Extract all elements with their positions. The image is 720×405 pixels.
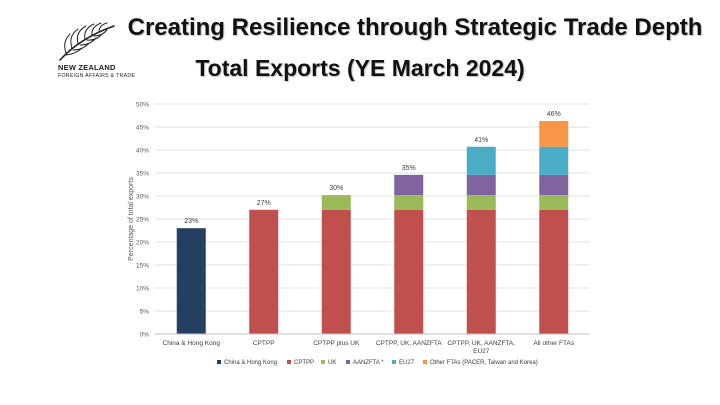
x-tick-label: All other FTAs: [533, 340, 574, 347]
legend-label: UK: [328, 360, 336, 366]
y-tick-label: 10%: [136, 286, 149, 293]
logo-name: NEW ZEALAND: [58, 63, 116, 72]
data-label: 41%: [474, 137, 488, 144]
bar-segment: [466, 146, 496, 175]
chart-title: Total Exports (YE March 2024): [195, 55, 525, 81]
data-label: 23%: [184, 218, 198, 225]
y-tick-label: 15%: [136, 263, 149, 270]
legend-label: CPTPP: [294, 360, 314, 366]
bar-segment: [539, 121, 569, 147]
legend-label: EU27: [399, 360, 415, 366]
page-title: Creating Resilience through Strategic Tr…: [127, 14, 703, 41]
y-axis-label: Percentage of total exports: [128, 177, 135, 261]
x-tick-label: CPTPP: [253, 340, 275, 347]
y-tick-label: 45%: [136, 125, 149, 132]
y-tick-label: 25%: [136, 217, 149, 224]
legend-label: China & Hong Kong: [224, 360, 277, 366]
bar-segment: [539, 174, 569, 196]
legend-swatch: [287, 360, 291, 364]
fern-icon: [59, 22, 115, 61]
y-tick-label: 20%: [136, 240, 149, 247]
bar-segment: [394, 195, 424, 210]
x-tick-label: CPTPP, UK, AANZFTA: [376, 340, 443, 347]
data-label: 30%: [329, 185, 343, 192]
x-tick-label: CPTPP plus UK: [313, 340, 360, 347]
data-label: 35%: [402, 165, 416, 172]
y-tick-label: 0%: [140, 332, 150, 339]
legend-label: Other FTAs (PACER, Taiwan and Korea): [430, 360, 538, 366]
legend-swatch: [423, 360, 427, 364]
y-tick-label: 30%: [136, 194, 149, 201]
y-tick-label: 5%: [140, 309, 150, 316]
bar-segment: [394, 174, 424, 196]
bar-segment: [466, 209, 496, 334]
mfat-logo: NEW ZEALAND FOREIGN AFFAIRS & TRADE: [54, 20, 154, 82]
data-label: 27%: [257, 200, 271, 207]
legend-swatch: [217, 360, 221, 364]
x-tick-label: EU27: [473, 348, 490, 355]
bar-segment: [466, 174, 496, 196]
x-tick-label: CPTPP, UK, AANZFTA,: [447, 340, 515, 347]
y-tick-label: 50%: [136, 102, 149, 109]
legend-label: AANZFTA *: [353, 360, 384, 366]
y-tick-label: 40%: [136, 148, 149, 155]
bar-segment: [539, 209, 569, 334]
bar-segment: [249, 209, 279, 334]
bar-segment: [321, 209, 351, 334]
x-tick-label: China & Hong Kong: [163, 340, 221, 347]
legend-swatch: [392, 360, 396, 364]
y-tick-label: 35%: [136, 171, 149, 178]
bar-segment: [394, 209, 424, 334]
bar-segment: [539, 146, 569, 175]
legend-swatch: [346, 360, 350, 364]
bar-segment: [539, 195, 569, 210]
legend-swatch: [321, 360, 325, 364]
bar-segment: [321, 195, 351, 210]
logo-subname: FOREIGN AFFAIRS & TRADE: [58, 73, 136, 79]
bar-segment: [176, 228, 206, 334]
bar-segment: [466, 195, 496, 210]
data-label: 46%: [547, 111, 561, 118]
